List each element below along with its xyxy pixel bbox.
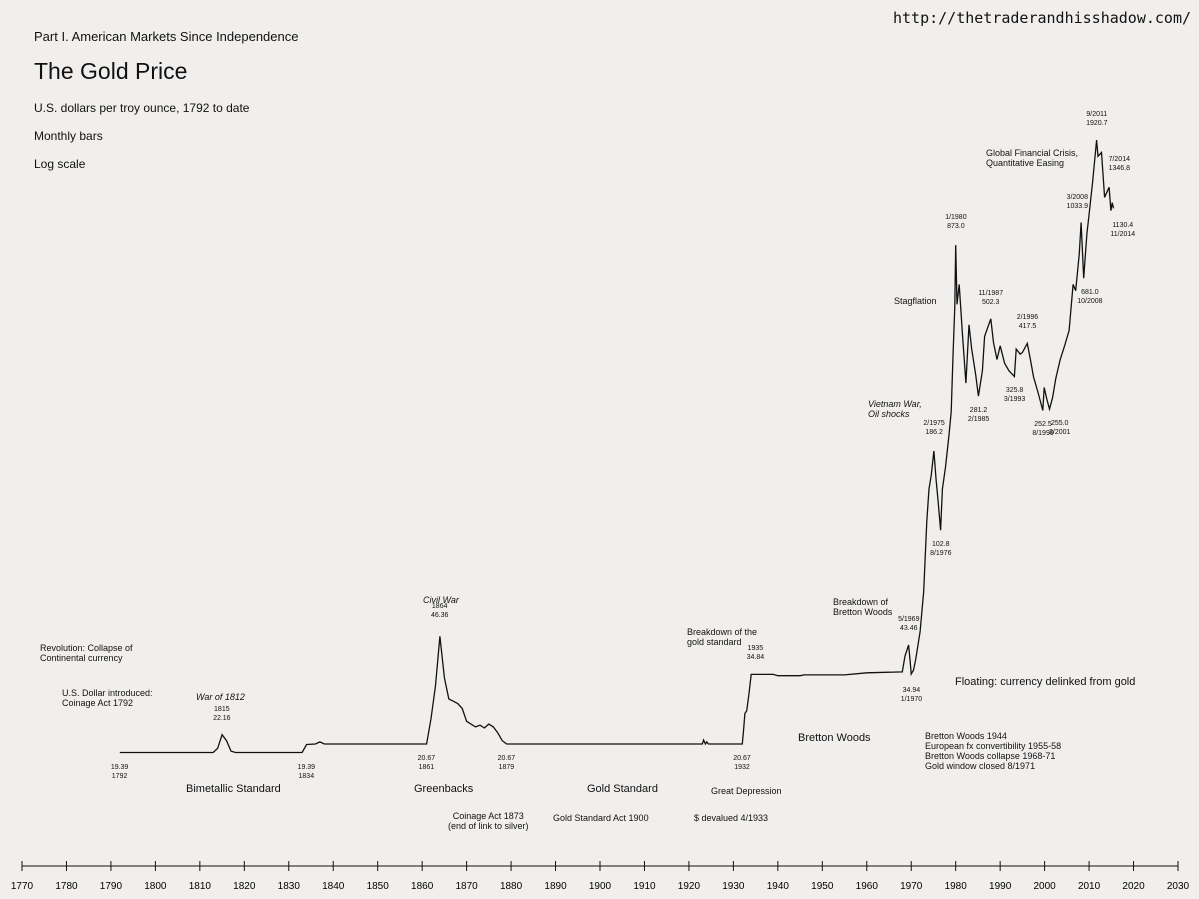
x-tick-label: 1820	[233, 881, 256, 892]
data-label: 34.94 1/1970	[900, 687, 923, 704]
annotation-gold-standard-act: Gold Standard Act 1900	[553, 813, 649, 823]
x-tick-label: 1970	[900, 881, 923, 892]
data-label: 252.5 8/1999	[1032, 421, 1054, 438]
era-bimetallic: Bimetallic Standard	[186, 783, 281, 795]
data-label: 3/2008 1033.9	[1066, 193, 1088, 210]
data-label: 7/2014 1346.8	[1108, 156, 1130, 173]
annotation-breakdown-gold-standard: Breakdown of the gold standard	[687, 627, 758, 647]
chart-subtitle: U.S. dollars per troy ounce, 1792 to dat…	[34, 101, 250, 115]
x-tick-label: 1790	[100, 881, 123, 892]
chart-title: The Gold Price	[34, 58, 188, 84]
x-axis: 1770 1780 1790 1800 1810 1820 1830 1840 1850 1860…	[11, 861, 1190, 892]
annotation-gfc: Global Financial Crisis, Quantitative Eas…	[986, 148, 1079, 168]
annotation-coinage-1873: Coinage Act 1873 (end of link to silver)	[448, 811, 529, 831]
data-label: 20.67 1879	[497, 755, 516, 771]
data-label: 5/1969 43.46	[898, 615, 920, 632]
scale-note: Log scale	[34, 157, 86, 171]
x-tick-label: 1950	[811, 881, 834, 892]
annotation-usd-introduced: U.S. Dollar introduced: Coinage Act 1792	[62, 688, 153, 708]
part-label: Part I. American Markets Since Independe…	[34, 29, 299, 44]
data-label: 2/1996 417.5	[1016, 314, 1039, 331]
x-tick-label: 2030	[1167, 881, 1190, 892]
annotation-great-depression: Great Depression	[711, 786, 782, 796]
data-label: 255.0 2/2001	[1049, 420, 1071, 437]
x-tick-label: 1850	[367, 881, 390, 892]
annotation-dollar-devalued: $ devalued 4/1933	[694, 813, 769, 823]
annotation-bretton-woods-notes: Bretton Woods 1944 European fx convertibi…	[925, 731, 1062, 771]
x-tick-label: 1890	[544, 881, 567, 892]
gold-price-series-line	[119, 139, 1115, 754]
x-tick-label: 1770	[11, 881, 34, 892]
data-label: 325.8 3/1993	[1003, 387, 1026, 404]
era-bretton-woods: Bretton Woods	[798, 732, 871, 744]
x-tick-label: 1870	[455, 881, 478, 892]
x-tick-label: 1960	[856, 881, 879, 892]
data-label: 102.8 8/1976	[930, 541, 952, 558]
x-tick-label: 1930	[722, 881, 745, 892]
data-label: 281.2 2/1985	[967, 407, 990, 424]
bars-note: Monthly bars	[34, 129, 103, 143]
data-label: 1/1980 873.0	[945, 214, 967, 231]
x-tick-label: 2000	[1033, 881, 1056, 892]
x-tick-label: 1860	[411, 881, 434, 892]
era-gold-standard: Gold Standard	[587, 783, 658, 795]
data-label: 1815 22.16	[213, 705, 231, 722]
data-label: 9/2011 1920.7	[1086, 111, 1108, 127]
data-label: 11/1987 502.3	[978, 289, 1004, 306]
data-label: 20.67 1932	[733, 755, 751, 771]
data-label: 681.0 10/2008	[1077, 289, 1103, 306]
annotation-war-1812: War of 1812	[196, 692, 245, 702]
source-url[interactable]: http://thetraderandhisshadow.com/	[892, 9, 1191, 27]
x-tick-label: 1940	[767, 881, 790, 892]
annotation-stagflation: Stagflation	[894, 296, 937, 306]
x-tick-label: 1900	[589, 881, 612, 892]
x-tick-label: 1830	[278, 881, 301, 892]
data-label: 1935 34.84	[746, 645, 765, 662]
annotation-floating: Floating: currency delinked from gold	[955, 676, 1136, 688]
x-tick-label: 1980	[945, 881, 968, 892]
annotation-vietnam-oil: Vietnam War, Oil shocks	[868, 399, 922, 419]
x-tick-label: 1810	[189, 881, 212, 892]
annotation-revolution: Revolution: Collapse of Continental curre…	[40, 643, 133, 663]
x-tick-label: 1840	[322, 881, 345, 892]
era-greenbacks: Greenbacks	[414, 783, 474, 795]
x-tick-label: 1780	[55, 881, 78, 892]
x-tick-label: 1880	[500, 881, 523, 892]
data-label: 1864 46.36	[430, 603, 449, 620]
x-tick-label: 1800	[144, 881, 167, 892]
x-tick-label: 1990	[989, 881, 1012, 892]
annotation-breakdown-bretton-woods: Breakdown of Bretton Woods	[833, 597, 893, 617]
x-tick-label: 2020	[1122, 881, 1145, 892]
x-tick-label: 1910	[633, 881, 656, 892]
x-tick-label: 1920	[678, 881, 701, 892]
data-label: 20.67 1861	[417, 755, 436, 771]
annotation-civil-war: Civil War	[423, 595, 459, 605]
data-label: 19.39 1834	[297, 763, 316, 780]
data-label: 2/1975 186.2	[923, 420, 945, 437]
x-tick-label: 2010	[1078, 881, 1101, 892]
data-label: 19.39 1792	[110, 763, 129, 780]
data-label: 1130.4 11/2014	[1110, 221, 1136, 238]
